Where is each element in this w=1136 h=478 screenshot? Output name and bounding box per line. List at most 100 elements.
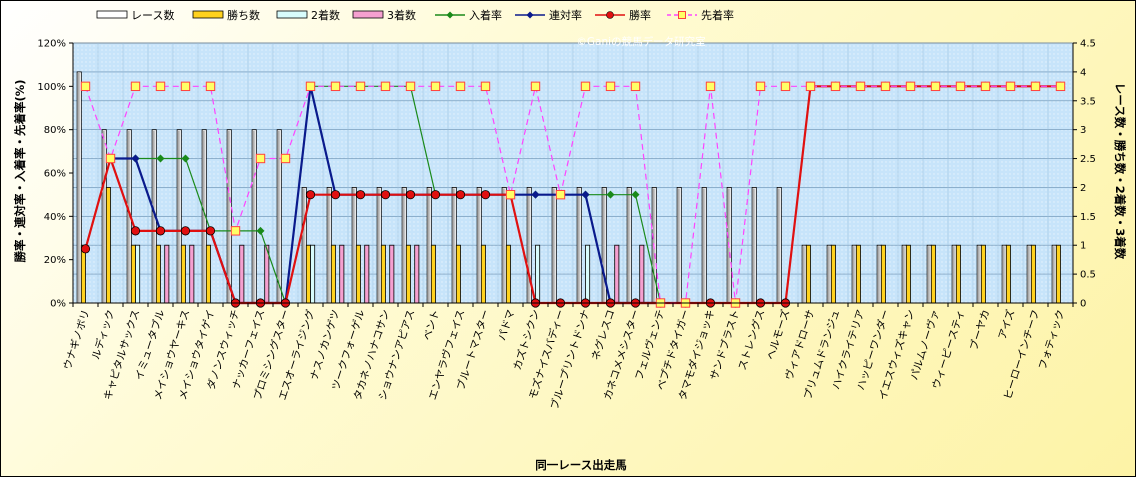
marker-senchakuRate bbox=[155, 81, 166, 92]
bar-shade bbox=[128, 130, 130, 303]
bar-wins bbox=[430, 244, 436, 304]
right-tick-label: 0 bbox=[1080, 299, 1086, 310]
bar-shade bbox=[953, 246, 955, 303]
right-tick-label: 4.5 bbox=[1080, 39, 1096, 50]
bar-wins bbox=[180, 244, 186, 304]
legend-swatch bbox=[96, 10, 128, 19]
marker-senchakuRate bbox=[380, 81, 391, 92]
bar-wins bbox=[980, 244, 986, 304]
bar-shade bbox=[753, 188, 755, 303]
marker-placeRate bbox=[606, 190, 615, 199]
legend-item-senchakuRate: 先着率 bbox=[667, 8, 734, 22]
bar-second bbox=[310, 244, 316, 304]
bar-shade bbox=[403, 188, 405, 303]
right-tick-label: 3.5 bbox=[1080, 96, 1096, 107]
legend-label: 入着率 bbox=[469, 8, 502, 22]
bar-wins bbox=[305, 244, 311, 304]
marker-winRate bbox=[305, 190, 316, 200]
marker-senchakuRate bbox=[980, 81, 991, 92]
bar-shade bbox=[353, 188, 355, 303]
bar-wins bbox=[330, 244, 336, 304]
marker-senchakuRate bbox=[1055, 81, 1066, 92]
bar-shade bbox=[903, 246, 905, 303]
legend-marker bbox=[446, 11, 454, 19]
bar-third bbox=[239, 244, 245, 304]
bar-second bbox=[535, 244, 541, 304]
line-senchakuRate bbox=[84, 85, 1061, 304]
bar-shade bbox=[928, 246, 930, 303]
bar-shade bbox=[553, 188, 555, 303]
marker-senchakuRate bbox=[905, 81, 916, 92]
legend-item-rentaiRate: 連対率 bbox=[515, 8, 582, 22]
bar-shade bbox=[478, 188, 480, 303]
marker-senchakuRate bbox=[855, 81, 866, 92]
marker-senchakuRate bbox=[305, 81, 316, 92]
marker-senchakuRate bbox=[530, 81, 541, 92]
marker-winRate bbox=[330, 190, 341, 200]
bar-wins bbox=[880, 244, 886, 304]
marker-placeRate bbox=[631, 190, 640, 199]
marker-senchakuRate bbox=[180, 81, 191, 92]
bar-shade bbox=[528, 188, 530, 303]
marker-winRate bbox=[180, 226, 191, 236]
marker-winRate bbox=[155, 226, 166, 236]
bar-shade bbox=[153, 130, 155, 303]
bar-third bbox=[389, 244, 395, 304]
category-label: アイズ bbox=[996, 308, 1018, 341]
marker-senchakuRate bbox=[330, 81, 341, 92]
bar-wins bbox=[830, 244, 836, 304]
bar-wins bbox=[505, 244, 511, 304]
left-tick-label: 40% bbox=[44, 212, 66, 223]
bar-third bbox=[164, 244, 170, 304]
category-label: ネグレスコ bbox=[589, 308, 618, 362]
legend-label: レース数 bbox=[131, 9, 174, 22]
category-labels: ウナギノボリルディックキャピタルサックスイミュータブルメイショウヤーキスメイショ… bbox=[62, 307, 1068, 411]
x-axis-title: 同一レース出走馬 bbox=[535, 458, 626, 472]
legend-swatch bbox=[276, 10, 308, 19]
marker-senchakuRate bbox=[280, 153, 291, 164]
bar-wins bbox=[130, 244, 136, 304]
bar-shade bbox=[278, 130, 280, 303]
marker-senchakuRate bbox=[830, 81, 841, 92]
category-label: ブーヤカ bbox=[967, 308, 992, 352]
marker-winRate bbox=[205, 226, 216, 236]
bar-wins bbox=[405, 244, 411, 304]
marker-senchakuRate bbox=[430, 81, 441, 92]
marker-rentaiRate bbox=[531, 190, 540, 199]
right-tick-label: 1 bbox=[1080, 241, 1086, 252]
bar-shade bbox=[1028, 246, 1030, 303]
marker-senchakuRate bbox=[80, 81, 91, 92]
bar-shade bbox=[878, 246, 880, 303]
left-tick-label: 20% bbox=[44, 255, 66, 266]
left-tick-label: 0% bbox=[50, 299, 66, 310]
marker-winRate bbox=[480, 190, 491, 200]
bar-shade bbox=[378, 188, 380, 303]
bar-shade bbox=[228, 130, 230, 303]
bar-third bbox=[639, 244, 645, 304]
bar-shade bbox=[828, 246, 830, 303]
right-tick-label: 4 bbox=[1080, 67, 1086, 78]
marker-senchakuRate bbox=[555, 189, 566, 200]
marker-rentaiRate bbox=[581, 190, 590, 199]
legend: レース数 勝ち数 2着数 3着数 入着率 連対率 勝率 先着率 bbox=[96, 8, 734, 22]
bar-shade bbox=[253, 130, 255, 303]
bar-wins bbox=[955, 244, 961, 304]
bar-wins bbox=[1030, 244, 1036, 304]
bar-shade bbox=[103, 130, 105, 303]
marker-senchakuRate bbox=[955, 81, 966, 92]
line-series bbox=[80, 81, 1066, 308]
axes: 0% 20% 40% 60% 80% 100% 120% 0 0.5 1 1.5 2 2.5 3 3.5 4 4… bbox=[37, 39, 1096, 310]
bar-shade bbox=[1053, 246, 1055, 303]
bar-shade bbox=[803, 246, 805, 303]
marker-senchakuRate bbox=[255, 153, 266, 164]
category-label: パドマ bbox=[496, 308, 517, 342]
right-tick-label: 1.5 bbox=[1080, 212, 1096, 223]
marker-senchakuRate bbox=[780, 81, 791, 92]
bar-shade bbox=[628, 188, 630, 303]
legend-marker bbox=[606, 11, 614, 19]
bar-shade bbox=[978, 246, 980, 303]
bar-third bbox=[614, 244, 620, 304]
bar-third bbox=[339, 244, 345, 304]
